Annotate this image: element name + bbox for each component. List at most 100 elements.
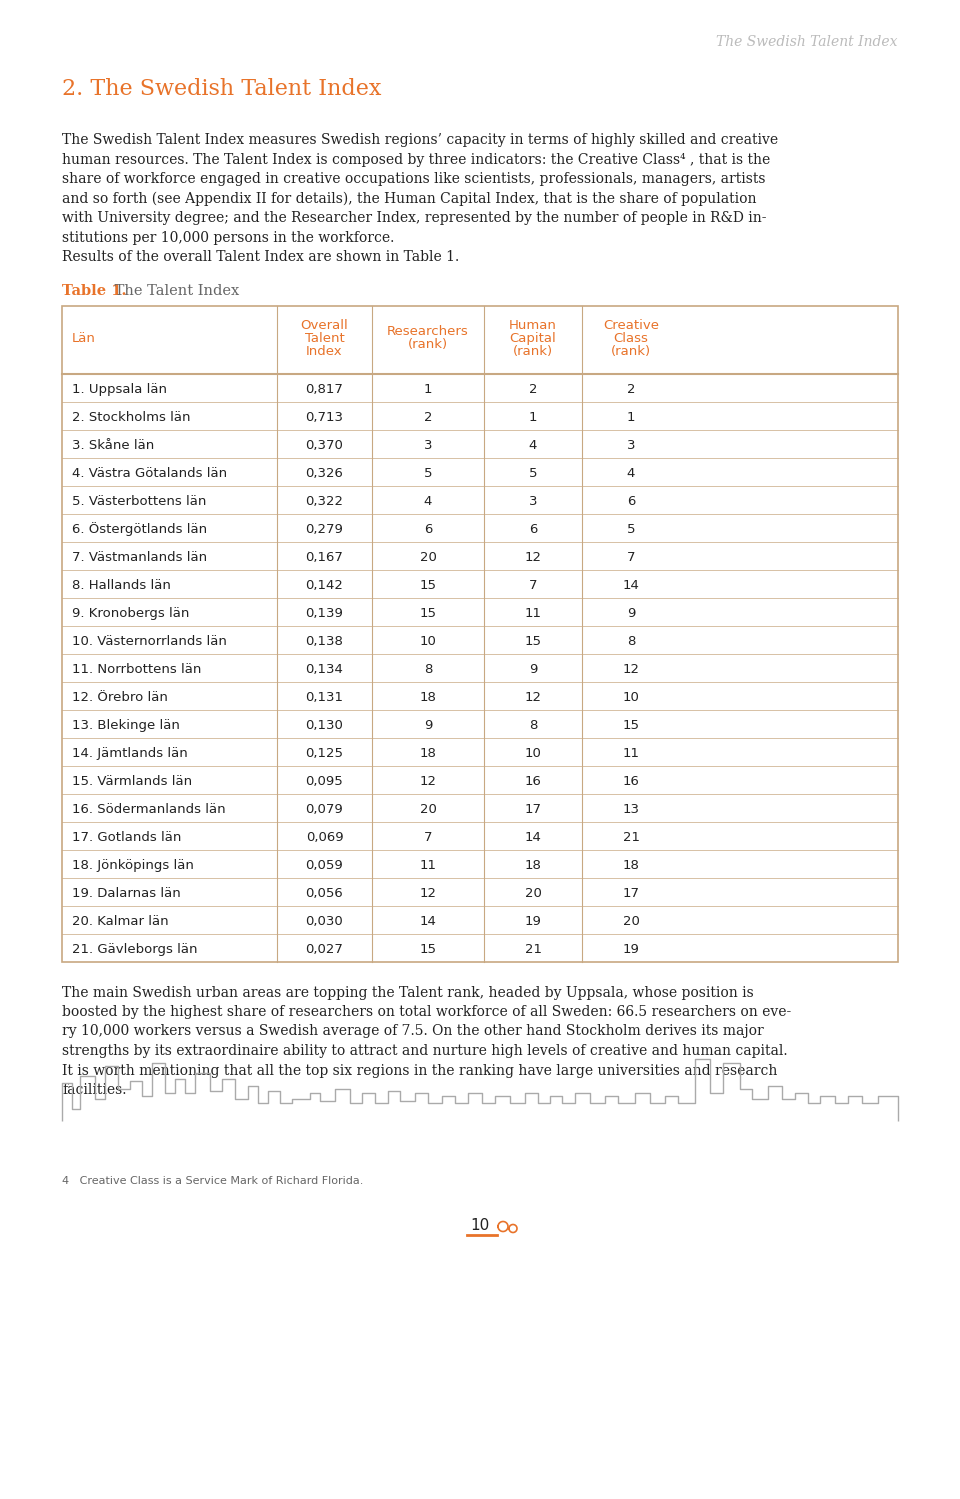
Text: 1: 1: [627, 411, 636, 424]
Text: 4: 4: [627, 466, 636, 480]
Text: 9: 9: [627, 607, 636, 619]
Text: 8. Hallands län: 8. Hallands län: [72, 579, 171, 592]
Text: 9. Kronobergs län: 9. Kronobergs län: [72, 607, 189, 619]
Text: 17. Gotlands län: 17. Gotlands län: [72, 830, 181, 844]
Text: 6: 6: [627, 495, 636, 508]
Text: Results of the overall Talent Index are shown in Table 1.: Results of the overall Talent Index are …: [62, 250, 459, 264]
Text: 7: 7: [529, 579, 538, 592]
Text: 19: 19: [623, 943, 639, 955]
Text: 12: 12: [524, 691, 541, 703]
Text: 5: 5: [423, 466, 432, 480]
Text: 15: 15: [524, 634, 541, 648]
Text: 11. Norrbottens län: 11. Norrbottens län: [72, 663, 202, 676]
Text: 13. Blekinge län: 13. Blekinge län: [72, 718, 180, 732]
Text: 20: 20: [623, 914, 639, 928]
Text: 0,370: 0,370: [305, 439, 344, 451]
Text: 10: 10: [623, 691, 639, 703]
Text: 4. Västra Götalands län: 4. Västra Götalands län: [72, 466, 228, 480]
Text: 5: 5: [627, 523, 636, 535]
Text: (rank): (rank): [408, 337, 448, 351]
Text: 6. Östergötlands län: 6. Östergötlands län: [72, 523, 207, 537]
Text: 0,079: 0,079: [305, 802, 344, 815]
Text: (rank): (rank): [513, 345, 553, 357]
Text: 9: 9: [529, 663, 538, 676]
Text: 4: 4: [529, 439, 538, 451]
Text: ry 10,000 workers versus a Swedish average of 7.5. On the other hand Stockholm d: ry 10,000 workers versus a Swedish avera…: [62, 1024, 764, 1039]
Text: 0,130: 0,130: [305, 718, 344, 732]
Text: 21: 21: [524, 943, 541, 955]
Text: 17: 17: [622, 886, 639, 899]
Text: 11: 11: [524, 607, 541, 619]
Text: 12. Örebro län: 12. Örebro län: [72, 691, 168, 703]
Text: 7: 7: [627, 550, 636, 564]
Text: 5: 5: [529, 466, 538, 480]
Text: 14. Jämtlands län: 14. Jämtlands län: [72, 747, 188, 760]
Text: 18. Jönköpings län: 18. Jönköpings län: [72, 859, 194, 871]
Text: It is worth mentioning that all the top six regions in the ranking have large un: It is worth mentioning that all the top …: [62, 1063, 778, 1078]
Text: 9: 9: [423, 718, 432, 732]
Text: 1: 1: [423, 382, 432, 396]
Text: stitutions per 10,000 persons in the workforce.: stitutions per 10,000 persons in the wor…: [62, 231, 395, 244]
Text: 3: 3: [627, 439, 636, 451]
Text: 0,095: 0,095: [305, 775, 344, 787]
Text: 14: 14: [420, 914, 437, 928]
Text: 0,059: 0,059: [305, 859, 344, 871]
Text: The Talent Index: The Talent Index: [110, 283, 239, 297]
Text: The main Swedish urban areas are topping the Talent rank, headed by Uppsala, who: The main Swedish urban areas are topping…: [62, 985, 754, 1000]
Bar: [62, 306, 898, 961]
Text: 1: 1: [529, 411, 538, 424]
Text: 20. Kalmar län: 20. Kalmar län: [72, 914, 169, 928]
Text: 4   Creative Class is a Service Mark of Richard Florida.: 4 Creative Class is a Service Mark of Ri…: [62, 1175, 364, 1186]
Text: 10: 10: [470, 1217, 490, 1232]
Text: Talent: Talent: [304, 331, 345, 345]
Text: 18: 18: [420, 691, 437, 703]
Text: 0,139: 0,139: [305, 607, 344, 619]
Text: 12: 12: [622, 663, 639, 676]
Text: 10. Västernorrlands län: 10. Västernorrlands län: [72, 634, 227, 648]
Text: 0,713: 0,713: [305, 411, 344, 424]
Text: 0,142: 0,142: [305, 579, 344, 592]
Text: 2: 2: [423, 411, 432, 424]
Text: 0,131: 0,131: [305, 691, 344, 703]
Text: 16. Södermanlands län: 16. Södermanlands län: [72, 802, 226, 815]
Text: 0,069: 0,069: [305, 830, 344, 844]
Text: Creative: Creative: [603, 318, 659, 331]
Text: The Swedish Talent Index: The Swedish Talent Index: [716, 34, 898, 49]
Text: human resources. The Talent Index is composed by three indicators: the Creative : human resources. The Talent Index is com…: [62, 153, 770, 166]
Text: 10: 10: [524, 747, 541, 760]
Text: 4: 4: [423, 495, 432, 508]
Text: 0,322: 0,322: [305, 495, 344, 508]
Text: 16: 16: [623, 775, 639, 787]
Text: 18: 18: [623, 859, 639, 871]
Text: The Swedish Talent Index measures Swedish regions’ capacity in terms of highly s: The Swedish Talent Index measures Swedis…: [62, 133, 779, 147]
Text: 3. Skåne län: 3. Skåne län: [72, 439, 155, 451]
Text: 15: 15: [622, 718, 639, 732]
Text: 19. Dalarnas län: 19. Dalarnas län: [72, 886, 180, 899]
Text: 0,817: 0,817: [305, 382, 344, 396]
Text: 14: 14: [524, 830, 541, 844]
Text: 10: 10: [420, 634, 437, 648]
Text: Index: Index: [306, 345, 343, 357]
Text: 15: 15: [420, 607, 437, 619]
Text: 0,138: 0,138: [305, 634, 344, 648]
Text: 0,134: 0,134: [305, 663, 344, 676]
Text: 16: 16: [524, 775, 541, 787]
Text: 0,030: 0,030: [305, 914, 344, 928]
Text: 20: 20: [420, 802, 437, 815]
Text: 15. Värmlands län: 15. Värmlands län: [72, 775, 192, 787]
Text: and so forth (see Appendix II for details), the Human Capital Index, that is the: and so forth (see Appendix II for detail…: [62, 192, 756, 205]
Text: 0,027: 0,027: [305, 943, 344, 955]
Text: 8: 8: [423, 663, 432, 676]
Text: Class: Class: [613, 331, 648, 345]
Text: 20: 20: [524, 886, 541, 899]
Text: 6: 6: [529, 523, 538, 535]
Text: 17: 17: [524, 802, 541, 815]
Text: 1. Uppsala län: 1. Uppsala län: [72, 382, 167, 396]
Text: 2. Stockholms län: 2. Stockholms län: [72, 411, 190, 424]
Text: Overall: Overall: [300, 318, 348, 331]
Text: boosted by the highest share of researchers on total workforce of all Sweden: 66: boosted by the highest share of research…: [62, 1004, 791, 1019]
Text: 12: 12: [524, 550, 541, 564]
Text: 18: 18: [420, 747, 437, 760]
Text: 15: 15: [420, 943, 437, 955]
Text: Capital: Capital: [510, 331, 557, 345]
